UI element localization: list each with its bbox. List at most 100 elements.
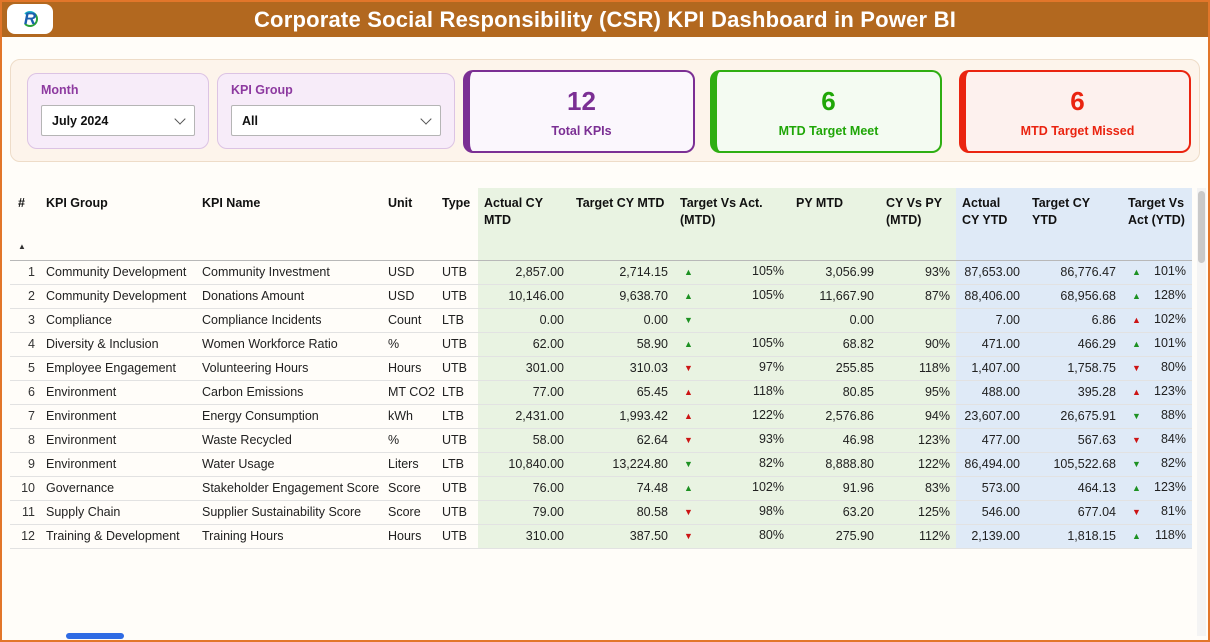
cell-actual-ytd: 573.00 bbox=[956, 476, 1026, 501]
sort-ascending-icon[interactable]: ▲ bbox=[18, 242, 26, 252]
chevron-down-icon[interactable] bbox=[420, 112, 432, 125]
cell-num: 2 bbox=[10, 284, 40, 309]
col-header-target-vs-act-ytd[interactable]: Target Vs Act (YTD) bbox=[1122, 188, 1192, 261]
col-header-target-cy-mtd[interactable]: Target CY MTD bbox=[570, 188, 674, 261]
trend-up-icon: ▲ bbox=[1132, 386, 1141, 397]
trend-down-icon: ▼ bbox=[1132, 506, 1141, 517]
cell-actual-mtd: 10,840.00 bbox=[478, 452, 570, 477]
trend-percent: 122% bbox=[752, 407, 784, 422]
cell-name: Supplier Sustainability Score bbox=[196, 500, 382, 525]
cell-target-mtd: 9,638.70 bbox=[570, 284, 674, 309]
cell-unit: Hours bbox=[382, 524, 436, 549]
cell-cy-py: 123% bbox=[880, 428, 956, 453]
cell-tva-ytd: ▲ 123% bbox=[1122, 476, 1192, 501]
month-slicer: Month July 2024 bbox=[27, 73, 209, 149]
col-header-actual-cy-ytd[interactable]: Actual CY YTD bbox=[956, 188, 1026, 261]
trend-percent: 105% bbox=[752, 335, 784, 350]
table-row[interactable]: 1 Community Development Community Investme… bbox=[10, 260, 1192, 285]
cell-actual-ytd: 1,407.00 bbox=[956, 356, 1026, 381]
trend-percent: 98% bbox=[758, 503, 784, 518]
table-row[interactable]: 11 Supply Chain Supplier Sustainability Sc… bbox=[10, 500, 1192, 525]
col-header-cy-vs-py-mtd[interactable]: CY Vs PY (MTD) bbox=[880, 188, 956, 261]
col-header-target-cy-ytd[interactable]: Target CY YTD bbox=[1026, 188, 1122, 261]
col-header-actual-cy-mtd[interactable]: Actual CY MTD bbox=[478, 188, 570, 261]
cell-unit: Hours bbox=[382, 356, 436, 381]
table-row[interactable]: 12 Training & Development Training Hours Ho… bbox=[10, 524, 1192, 549]
table-row[interactable]: 3 Compliance Compliance Incidents Count LTB 0… bbox=[10, 308, 1192, 333]
cell-name: Donations Amount bbox=[196, 284, 382, 309]
cell-target-mtd: 13,224.80 bbox=[570, 452, 674, 477]
col-header-target-vs-act-mtd[interactable]: Target Vs Act. (MTD) bbox=[674, 188, 790, 261]
cell-target-mtd: 2,714.15 bbox=[570, 260, 674, 285]
vertical-scrollbar[interactable] bbox=[1197, 188, 1206, 636]
total-kpis-label: Total KPIs bbox=[551, 123, 612, 138]
table-row[interactable]: 9 Environment Water Usage Liters LTB 10,840.0… bbox=[10, 452, 1192, 477]
col-header-kpi-name[interactable]: KPI Name bbox=[196, 188, 382, 261]
cell-name: Carbon Emissions bbox=[196, 380, 382, 405]
horizontal-scrollbar-thumb[interactable] bbox=[66, 633, 124, 639]
cell-type: LTB bbox=[436, 452, 478, 477]
chevron-down-icon[interactable] bbox=[174, 112, 186, 125]
cell-cy-py: 95% bbox=[880, 380, 956, 405]
header-bar: R Corporate Social Responsibility (CSR) … bbox=[2, 2, 1208, 37]
table-row[interactable]: 8 Environment Waste Recycled% UTB 58.00 62.64… bbox=[10, 428, 1192, 453]
trend-down-icon: ▼ bbox=[684, 458, 693, 469]
cell-target-mtd: 62.64 bbox=[570, 428, 674, 453]
kpi-group-select[interactable]: All bbox=[231, 105, 441, 136]
col-header-type[interactable]: Type bbox=[436, 188, 478, 261]
table-row[interactable]: 10 Governance Stakeholder Engagement Score… bbox=[10, 476, 1192, 501]
trend-percent: 102% bbox=[1154, 311, 1186, 326]
table-row[interactable]: 4 Diversity & Inclusion Women Workforce Ra… bbox=[10, 332, 1192, 357]
cell-name: Community Investment bbox=[196, 260, 382, 285]
cell-tva-mtd: ▲ 105% bbox=[674, 260, 790, 285]
cell-actual-mtd: 0.00 bbox=[478, 308, 570, 333]
table-row[interactable]: 6 Environment Carbon Emissions MT CO2 LTB 77.… bbox=[10, 380, 1192, 405]
col-header-py-mtd[interactable]: PY MTD bbox=[790, 188, 880, 261]
cell-type: UTB bbox=[436, 260, 478, 285]
cell-tva-mtd: ▼ 80% bbox=[674, 524, 790, 549]
cell-actual-ytd: 7.00 bbox=[956, 308, 1026, 333]
col-header-kpi-group[interactable]: KPI Group bbox=[40, 188, 196, 261]
col-header-num[interactable]: # ▲ bbox=[10, 188, 40, 261]
cell-actual-mtd: 2,857.00 bbox=[478, 260, 570, 285]
cell-num: 3 bbox=[10, 308, 40, 333]
trend-percent: 118% bbox=[752, 383, 784, 398]
trend-percent: 93% bbox=[758, 431, 784, 446]
cell-cy-py: 83% bbox=[880, 476, 956, 501]
cell-tva-ytd: ▲ 128% bbox=[1122, 284, 1192, 309]
month-select[interactable]: July 2024 bbox=[41, 105, 195, 136]
cell-py-mtd: 255.85 bbox=[790, 356, 880, 381]
trend-percent: 82% bbox=[1160, 455, 1186, 470]
cell-group: Environment bbox=[40, 380, 196, 405]
trend-percent: 105% bbox=[752, 263, 784, 278]
cell-type: LTB bbox=[436, 380, 478, 405]
cell-unit: Count bbox=[382, 308, 436, 333]
cell-target-mtd: 310.03 bbox=[570, 356, 674, 381]
trend-percent: 97% bbox=[758, 359, 784, 374]
col-header-unit[interactable]: Unit bbox=[382, 188, 436, 261]
cell-target-ytd: 464.13 bbox=[1026, 476, 1122, 501]
cell-target-ytd: 1,818.15 bbox=[1026, 524, 1122, 549]
cell-group: Training & Development bbox=[40, 524, 196, 549]
table-row[interactable]: 5 Employee Engagement Volunteering Hours Ho… bbox=[10, 356, 1192, 381]
cell-cy-py: 125% bbox=[880, 500, 956, 525]
trend-up-icon: ▲ bbox=[1132, 290, 1141, 301]
table-body: 1 Community Development Community Investme… bbox=[10, 260, 1192, 549]
table-row[interactable]: 7 Environment Energy Consumption kWh LTB 2,43… bbox=[10, 404, 1192, 429]
cell-num: 1 bbox=[10, 260, 40, 285]
cell-group: Environment bbox=[40, 428, 196, 453]
cell-target-mtd: 80.58 bbox=[570, 500, 674, 525]
cell-tva-ytd: ▲ 102% bbox=[1122, 308, 1192, 333]
table-row[interactable]: 2 Community Development Donations Amount US… bbox=[10, 284, 1192, 309]
cell-group: Community Development bbox=[40, 284, 196, 309]
cell-target-ytd: 86,776.47 bbox=[1026, 260, 1122, 285]
cell-target-mtd: 65.45 bbox=[570, 380, 674, 405]
cell-cy-py: 122% bbox=[880, 452, 956, 477]
vertical-scrollbar-thumb[interactable] bbox=[1198, 191, 1205, 263]
trend-percent: 118% bbox=[1154, 527, 1186, 542]
cell-name: Volunteering Hours bbox=[196, 356, 382, 381]
cell-py-mtd: 2,576.86 bbox=[790, 404, 880, 429]
cell-unit: % bbox=[382, 428, 436, 453]
cell-tva-ytd: ▼ 80% bbox=[1122, 356, 1192, 381]
kpi-group-slicer: KPI Group All bbox=[217, 73, 455, 149]
